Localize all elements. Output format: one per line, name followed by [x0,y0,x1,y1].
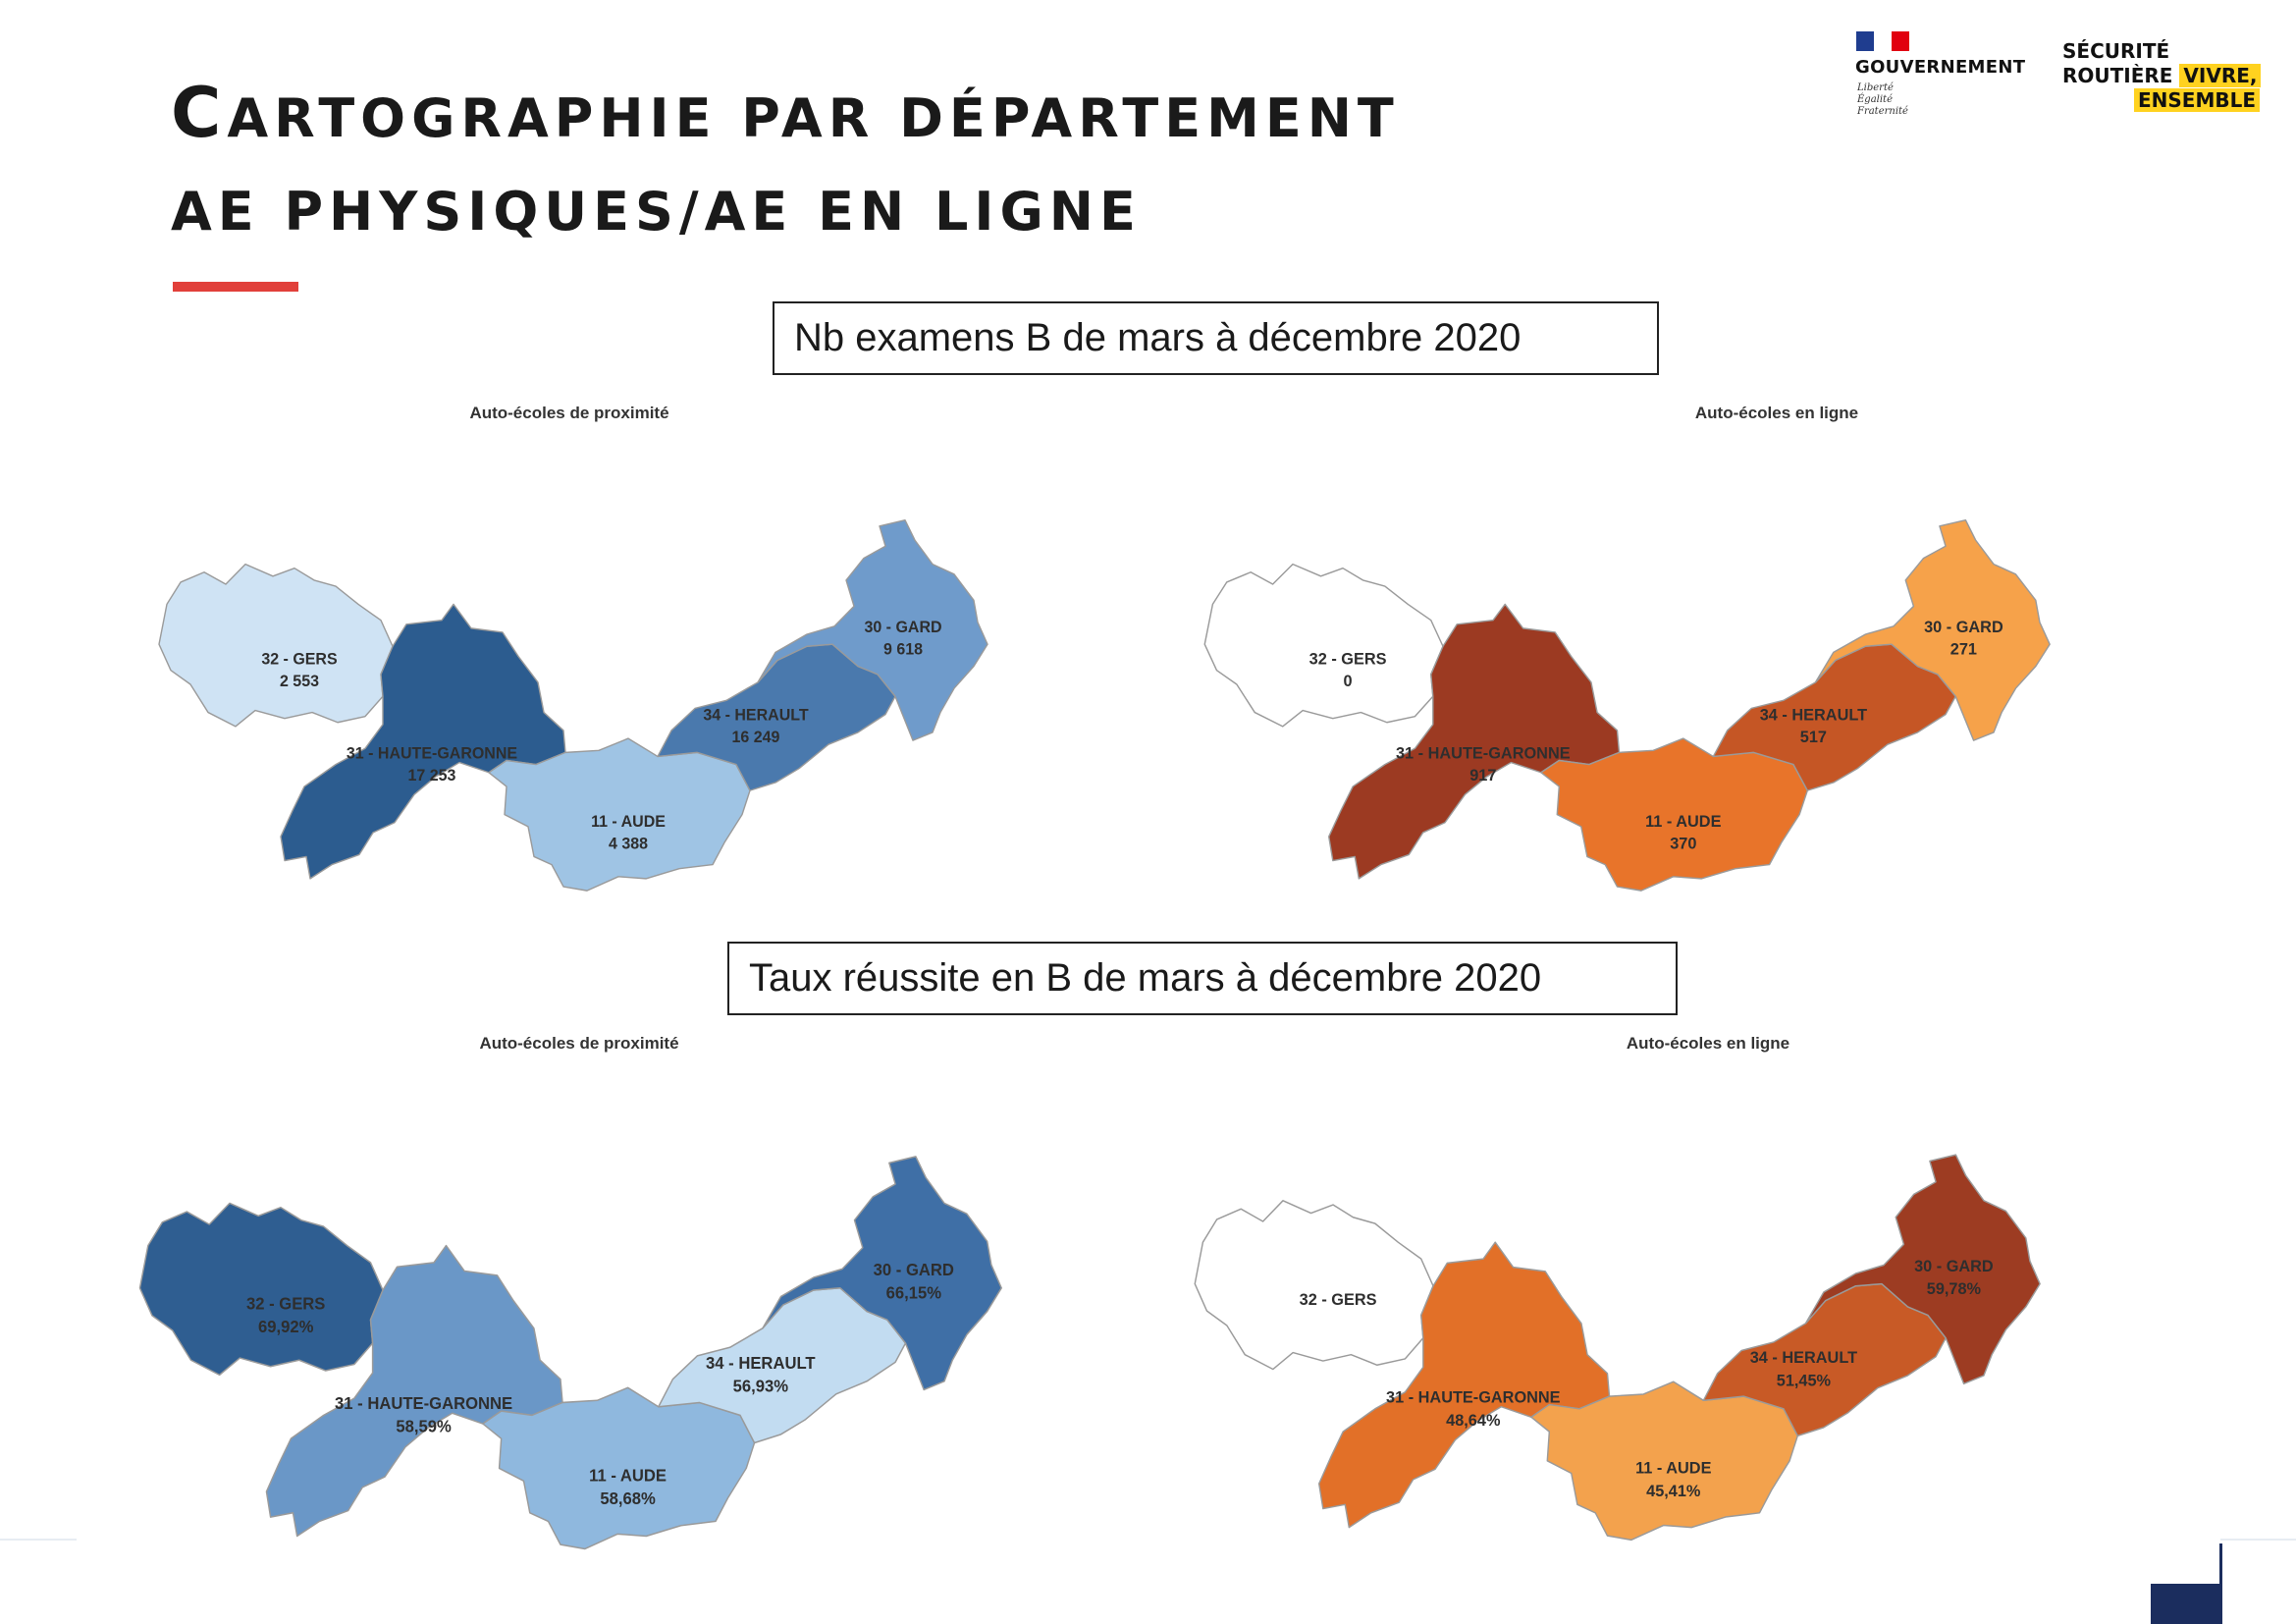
title-line-2: AE PHYSIQUES/AE EN LIGNE [171,181,1142,243]
department-label-hg: 31 - HAUTE-GARONNE [1386,1387,1561,1406]
map-exams-online: Auto-écoles en ligne 32 - GERS 0 31 - HAUTE… [1203,404,2051,892]
department-gard [762,1156,1002,1391]
department-hg [280,603,566,880]
department-value-aude: 370 [1670,835,1696,852]
department-label-aude: 11 - AUDE [1645,813,1721,831]
department-label-gard: 30 - GARD [1924,619,2003,636]
department-value-hg: 917 [1469,767,1496,785]
department-label-her: 34 - HERAULT [706,1354,816,1373]
department-label-gard: 30 - GARD [874,1261,954,1279]
department-value-hg: 58,59% [396,1417,451,1435]
footer-page-marker [2219,1543,2222,1624]
department-value-her: 51,45% [1777,1371,1832,1389]
gov-logo-name: GOUVERNEMENT [1855,57,2026,78]
department-gers [138,1202,384,1377]
department-value-gard: 271 [1950,640,1977,658]
page-title: CARTOGRAPHIE PAR DÉPARTEMENT AE PHYSIQUE… [171,67,1400,258]
department-gers [1203,563,1444,728]
footer-divider-left [0,1539,77,1541]
department-value-hg: 17 253 [408,767,456,785]
map-title: Auto-écoles en ligne [1695,404,1858,422]
department-label-her: 34 - HERAULT [1760,707,1867,725]
french-flag-icon [1856,31,1909,51]
department-label-gers: 32 - GERS [1309,651,1387,669]
department-gers [158,563,394,728]
department-label-hg: 31 - HAUTE-GARONNE [347,744,517,762]
footer-page-block [2151,1584,2219,1624]
department-gard [1804,1154,2041,1385]
gov-logo-motto: Liberté Égalité Fraternité [1857,82,1908,117]
map-exams-physical: Auto-écoles de proximité 32 - GERS 2 553 31… [158,404,988,892]
department-label-aude: 11 - AUDE [591,813,666,831]
securite-routiere-logo: SÉCURITÉ ROUTIÈRE VIVRE, ENSEMBLE [2061,39,2262,118]
department-label-her: 34 - HERAULT [703,707,808,725]
department-value-gers: 2 553 [280,673,319,690]
department-label-gard: 30 - GARD [1914,1257,1994,1275]
map-title: Auto-écoles en ligne [1627,1034,1789,1053]
footer-divider-right [2220,1539,2296,1541]
gouvernement-logo: GOUVERNEMENT Liberté Égalité Fraternité [1855,29,2032,128]
exams-section-label: Nb examens B de mars à décembre 2020 [773,301,1659,375]
map-rate-online: Auto-écoles en ligne 32 - GERS 31 - HAUTE-… [1194,1034,2041,1542]
department-value-aude: 45,41% [1646,1482,1701,1500]
department-value-gard: 66,15% [886,1283,941,1302]
department-label-her: 34 - HERAULT [1750,1348,1857,1367]
map-departments: 32 - GERS 2 553 31 - HAUTE-GARONNE 17 253 11… [158,519,988,892]
department-value-gers: 0 [1344,673,1353,690]
department-value-aude: 58,68% [600,1489,655,1508]
department-value-gard: 59,78% [1927,1279,1982,1298]
map-departments: 32 - GERS 0 31 - HAUTE-GARONNE 917 11 - AUDE… [1203,519,2051,892]
department-value-her: 16 249 [732,729,780,746]
department-value-gard: 9 618 [883,640,923,658]
department-gard [1814,519,2051,741]
department-label-aude: 11 - AUDE [589,1466,667,1485]
department-value-hg: 48,64% [1446,1410,1501,1429]
map-departments: 32 - GERS 69,92% 31 - HAUTE-GARONNE 58,59% 1… [138,1156,1002,1550]
department-value-her: 56,93% [733,1377,788,1395]
map-title: Auto-écoles de proximité [469,404,668,422]
department-hg [1318,1241,1611,1529]
department-hg [265,1244,563,1538]
department-label-hg: 31 - HAUTE-GARONNE [335,1394,512,1413]
department-label-gers: 32 - GERS [261,650,338,668]
department-gers [1194,1200,1434,1371]
title-line-1: CARTOGRAPHIE PAR DÉPARTEMENT [171,73,1400,153]
department-value-aude: 4 388 [609,835,648,852]
department-gard [757,519,988,741]
map-title: Auto-écoles de proximité [479,1034,678,1053]
department-value-her: 517 [1800,729,1827,746]
department-label-aude: 11 - AUDE [1635,1458,1711,1477]
department-label-hg: 31 - HAUTE-GARONNE [1396,744,1571,762]
department-label-gard: 30 - GARD [864,619,941,636]
department-label-gers: 32 - GERS [246,1294,325,1313]
success-rate-section-label: Taux réussite en B de mars à décembre 20… [727,942,1678,1015]
department-value-gers: 69,92% [258,1318,313,1336]
title-accent-bar [173,282,298,292]
department-label-gers: 32 - GERS [1300,1290,1377,1309]
map-departments: 32 - GERS 31 - HAUTE-GARONNE 48,64% 11 - AU… [1194,1154,2041,1542]
department-hg [1328,603,1621,880]
